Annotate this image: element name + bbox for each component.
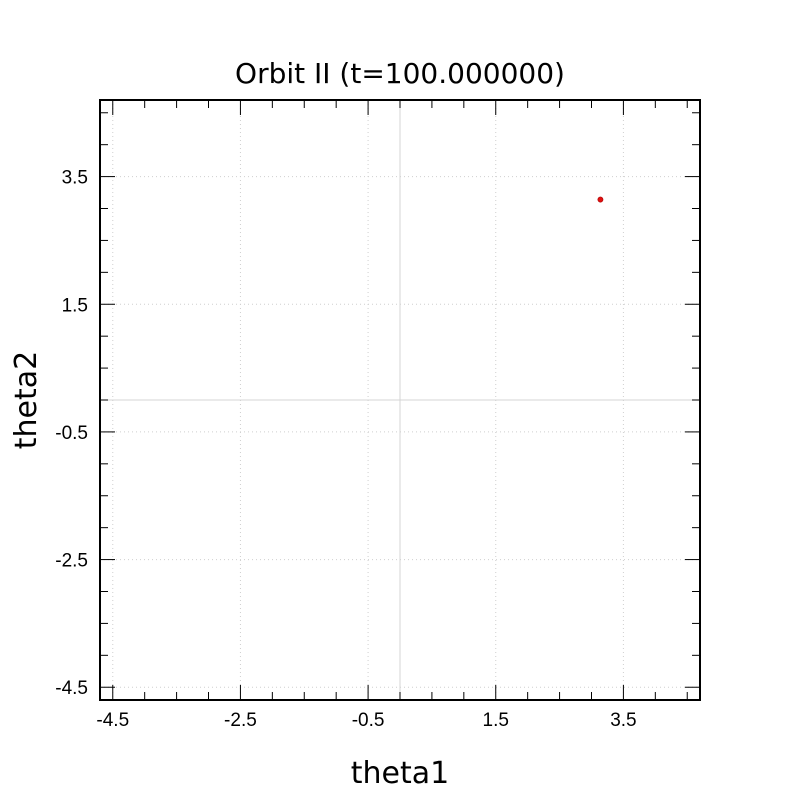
x-tick-label: 3.5 — [610, 710, 636, 731]
x-tick-label: -4.5 — [96, 710, 129, 731]
y-axis-label: theta2 — [9, 351, 44, 449]
y-tick-label: -4.5 — [55, 678, 88, 699]
zero-lines — [100, 100, 700, 700]
x-tick-label: 1.5 — [483, 710, 509, 731]
y-tick-label: 1.5 — [62, 295, 88, 316]
x-axis-label: theta1 — [351, 756, 449, 791]
y-tick-label: 3.5 — [62, 168, 88, 189]
chart-title: Orbit II (t=100.000000) — [235, 57, 565, 90]
y-tick-label: -0.5 — [55, 423, 88, 444]
y-tick-label: -2.5 — [55, 551, 88, 572]
x-tick-label: -0.5 — [352, 710, 385, 731]
ticks — [100, 100, 700, 700]
data-points — [597, 196, 604, 203]
data-point — [597, 196, 604, 203]
tick-labels: -4.5 -2.5 -0.5 1.5 3.5 -4.5 -2.5 -0.5 1.5 3.5 — [55, 168, 636, 731]
x-tick-label: -2.5 — [224, 710, 257, 731]
